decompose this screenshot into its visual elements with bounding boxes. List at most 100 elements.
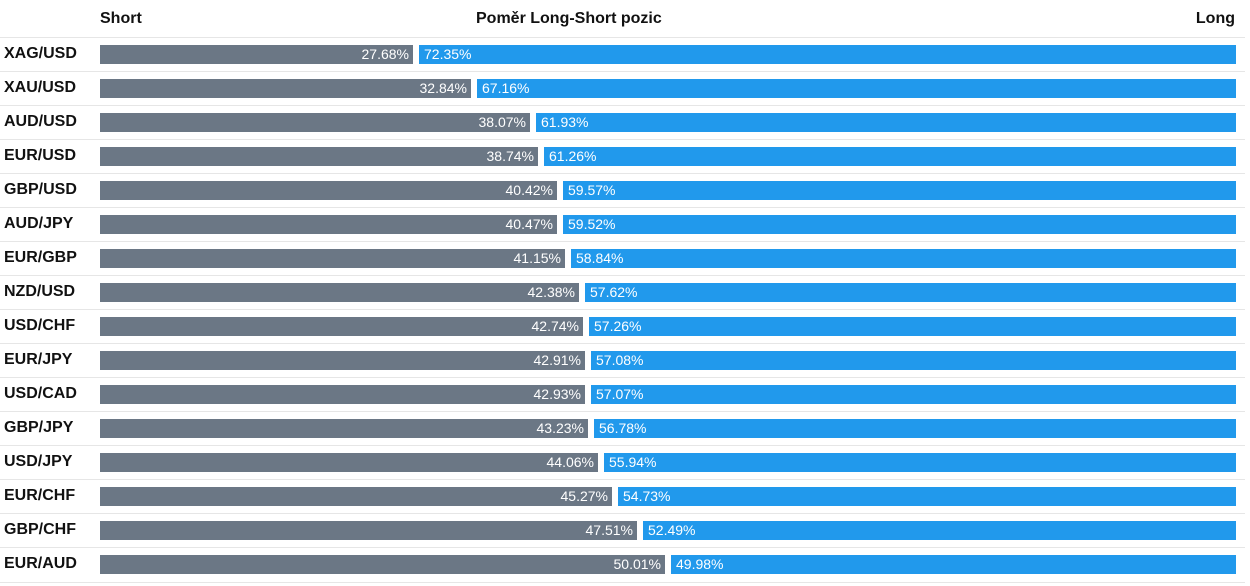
long-value-label: 67.16% — [482, 80, 530, 96]
short-bar — [100, 45, 413, 64]
pair-label: NZD/USD — [4, 283, 76, 300]
short-value-label: 42.91% — [533, 352, 581, 368]
chart-row: NZD/USD 42.38% 57.62% — [0, 275, 1245, 310]
short-bar — [100, 385, 585, 404]
short-bar — [100, 317, 583, 336]
pair-label: USD/CHF — [4, 317, 76, 334]
pair-label: AUD/USD — [4, 113, 77, 130]
chart-row: EUR/JPY 42.91% 57.08% — [0, 343, 1245, 378]
chart-row: AUD/JPY 40.47% 59.52% — [0, 207, 1245, 242]
long-value-label: 55.94% — [609, 454, 657, 470]
long-bar — [643, 521, 1236, 540]
chart-title: Poměr Long-Short pozic — [476, 10, 662, 27]
long-bar — [618, 487, 1236, 506]
chart-row: EUR/USD 38.74% 61.26% — [0, 139, 1245, 174]
chart-row: XAU/USD 32.84% 67.16% — [0, 71, 1245, 106]
short-bar — [100, 555, 665, 574]
long-value-label: 49.98% — [676, 556, 724, 572]
long-value-label: 72.35% — [424, 46, 472, 62]
long-value-label: 54.73% — [623, 488, 671, 504]
long-value-label: 57.07% — [596, 386, 644, 402]
pair-label: EUR/CHF — [4, 487, 76, 504]
short-bar — [100, 249, 565, 268]
long-bar — [563, 215, 1236, 234]
long-value-label: 58.84% — [576, 250, 624, 266]
long-bar — [419, 45, 1236, 64]
chart-row: EUR/CHF 45.27% 54.73% — [0, 479, 1245, 514]
long-value-label: 57.62% — [590, 284, 638, 300]
chart-row: GBP/CHF 47.51% 52.49% — [0, 513, 1245, 548]
short-header: Short — [100, 10, 142, 27]
chart-row: EUR/GBP 41.15% 58.84% — [0, 241, 1245, 276]
short-value-label: 38.74% — [486, 148, 534, 164]
short-bar — [100, 181, 557, 200]
long-bar — [589, 317, 1236, 336]
pair-label: GBP/JPY — [4, 419, 74, 436]
pair-label: GBP/USD — [4, 181, 77, 198]
long-bar — [591, 351, 1236, 370]
long-bar — [477, 79, 1236, 98]
pair-label: USD/CAD — [4, 385, 77, 402]
pair-label: USD/JPY — [4, 453, 73, 470]
short-value-label: 38.07% — [478, 114, 526, 130]
chart-row: GBP/USD 40.42% 59.57% — [0, 173, 1245, 208]
chart-row: EUR/AUD 50.01% 49.98% — [0, 547, 1245, 583]
short-value-label: 42.74% — [531, 318, 579, 334]
chart-row: USD/JPY 44.06% 55.94% — [0, 445, 1245, 480]
short-bar — [100, 453, 598, 472]
chart-row: AUD/USD 38.07% 61.93% — [0, 105, 1245, 140]
short-value-label: 41.15% — [513, 250, 561, 266]
short-value-label: 40.47% — [505, 216, 553, 232]
short-value-label: 32.84% — [419, 80, 467, 96]
short-value-label: 50.01% — [613, 556, 661, 572]
short-value-label: 44.06% — [546, 454, 594, 470]
short-bar — [100, 487, 612, 506]
long-value-label: 61.93% — [541, 114, 589, 130]
long-value-label: 52.49% — [648, 522, 696, 538]
short-value-label: 47.51% — [585, 522, 633, 538]
long-bar — [591, 385, 1236, 404]
long-bar — [604, 453, 1236, 472]
short-value-label: 42.93% — [533, 386, 581, 402]
short-bar — [100, 419, 588, 438]
long-value-label: 59.57% — [568, 182, 616, 198]
long-value-label: 61.26% — [549, 148, 597, 164]
long-bar — [536, 113, 1236, 132]
short-value-label: 45.27% — [560, 488, 608, 504]
short-value-label: 40.42% — [505, 182, 553, 198]
pair-label: EUR/JPY — [4, 351, 73, 368]
pair-label: GBP/CHF — [4, 521, 76, 538]
pair-label: XAG/USD — [4, 45, 77, 62]
short-value-label: 43.23% — [536, 420, 584, 436]
long-value-label: 59.52% — [568, 216, 616, 232]
short-bar — [100, 351, 585, 370]
long-bar — [544, 147, 1236, 166]
long-bar — [563, 181, 1236, 200]
chart-row: XAG/USD 27.68% 72.35% — [0, 37, 1245, 72]
short-value-label: 42.38% — [527, 284, 575, 300]
long-header: Long — [1195, 10, 1235, 27]
long-bar — [671, 555, 1236, 574]
long-value-label: 56.78% — [599, 420, 647, 436]
chart-row: GBP/JPY 43.23% 56.78% — [0, 411, 1245, 446]
short-bar — [100, 147, 538, 166]
short-bar — [100, 521, 637, 540]
short-bar — [100, 79, 471, 98]
pair-label: EUR/GBP — [4, 249, 77, 266]
long-value-label: 57.08% — [596, 352, 644, 368]
long-value-label: 57.26% — [594, 318, 642, 334]
pair-label: AUD/JPY — [4, 215, 74, 232]
pair-label: EUR/USD — [4, 147, 77, 164]
long-bar — [585, 283, 1236, 302]
long-bar — [594, 419, 1236, 438]
short-bar — [100, 215, 557, 234]
chart-row: USD/CHF 42.74% 57.26% — [0, 309, 1245, 344]
pair-label: EUR/AUD — [4, 555, 77, 572]
chart-row: USD/CAD 42.93% 57.07% — [0, 377, 1245, 412]
short-value-label: 27.68% — [361, 46, 409, 62]
pair-label: XAU/USD — [4, 79, 77, 96]
long-bar — [571, 249, 1236, 268]
short-bar — [100, 283, 579, 302]
short-bar — [100, 113, 530, 132]
